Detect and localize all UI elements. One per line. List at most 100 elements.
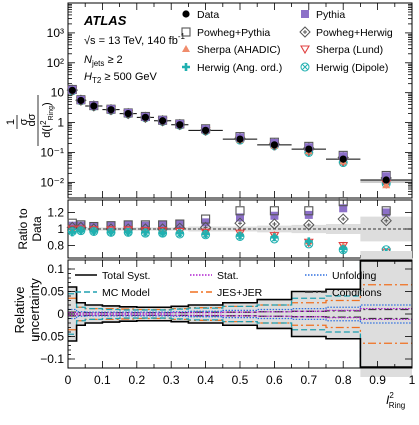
legend-label: Sherpa (AHADIC) bbox=[197, 44, 280, 56]
ratio-point-herwig-dipole- bbox=[158, 228, 168, 238]
ratio-point-powheg-pythia bbox=[201, 214, 211, 224]
syst-line-unfolding bbox=[68, 304, 412, 313]
legend-marker-x bbox=[301, 63, 309, 71]
point-data bbox=[176, 121, 184, 129]
ratio-point-powheg-herwig bbox=[303, 219, 315, 231]
x-tick-label: 0 bbox=[65, 373, 72, 387]
ratio-point-herwig-dipole--x bbox=[107, 228, 115, 236]
point-data bbox=[305, 145, 313, 153]
unc-y-tick-label: 0.05 bbox=[41, 285, 65, 299]
legend-marker bbox=[181, 27, 191, 37]
ratio-point-powheg-herwig bbox=[380, 215, 392, 227]
point-pythia bbox=[382, 172, 391, 181]
unc-y-tick-label: 0 bbox=[57, 307, 64, 321]
legend-label: Powheg+Pythia bbox=[197, 27, 270, 39]
ylabel-frac-den: σ bbox=[18, 118, 30, 125]
ratio-point-herwig-dipole- bbox=[140, 228, 150, 238]
ratio-point-herwig-ang-ord- bbox=[175, 229, 184, 238]
unc-ylabel-line2: uncertainty bbox=[27, 278, 42, 342]
legend-marker bbox=[300, 45, 310, 55]
ylabel-frac-num: 1 bbox=[5, 119, 17, 125]
ratio-point-herwig-dipole- bbox=[338, 245, 348, 255]
ratio-point-herwig-dipole--x bbox=[305, 240, 313, 248]
ratio-panel: 0.8 1 1.2 Ratio to Data bbox=[16, 197, 413, 259]
ratio-point-sherpa-lund- bbox=[235, 229, 245, 239]
ratio-point-pythia bbox=[270, 211, 279, 220]
unc-legend-label: Unfolding bbox=[332, 270, 377, 282]
legend-label: Sherpa (Lund) bbox=[316, 44, 383, 56]
total-uncertainty-band bbox=[68, 251, 412, 377]
x-tick-label: 1 bbox=[409, 373, 416, 387]
experiment-label: ATLAS bbox=[83, 13, 127, 28]
unc-legend-label: Conditions bbox=[332, 287, 382, 299]
ratio-point-pythia bbox=[382, 208, 391, 217]
syst-line-mc-model bbox=[68, 260, 412, 311]
ratio-point-herwig-dipole--x bbox=[176, 230, 184, 238]
syst-line-stat- bbox=[68, 307, 412, 314]
ratio-point-herwig-dipole--x bbox=[90, 228, 98, 235]
ratio-point-powheg-pythia bbox=[381, 206, 391, 216]
ratio-y-tick-label: 1 bbox=[57, 222, 64, 236]
point-data bbox=[107, 106, 115, 114]
ratio-point-herwig-ang-ord- bbox=[236, 231, 244, 240]
point-sherpa-ahadic- bbox=[382, 181, 391, 189]
ratio-point-herwig-dipole--x bbox=[142, 229, 149, 237]
x-axis-label: I2 Ring bbox=[386, 391, 405, 410]
legend-marker bbox=[299, 26, 311, 38]
ht-label: HT2 ≥ 500 GeV bbox=[84, 71, 158, 85]
uncertainty-panel: −0.1 −0.05 0 0.05 0.1 0 0.1 0.2 0.3 0.4 0.5 0.6 0.7 0… bbox=[12, 251, 416, 410]
legend-label: Herwig (Ang. ord.) bbox=[197, 62, 282, 74]
ratio-point-pythia bbox=[236, 213, 244, 222]
ratio-point-herwig-dipole- bbox=[106, 227, 116, 237]
ratio-point-herwig-dipole--x bbox=[236, 233, 244, 240]
ratio-point-herwig-dipole--x bbox=[202, 231, 209, 239]
x-tick-label: 0.9 bbox=[369, 373, 386, 387]
ratio-point-powheg-pythia bbox=[338, 197, 348, 207]
ratio-point-herwig-dipole- bbox=[67, 226, 77, 236]
unc-y-tick-label: −0.05 bbox=[34, 330, 65, 344]
ylabel-d-num: dσ bbox=[26, 113, 38, 126]
x-tick-label: 0.6 bbox=[266, 373, 283, 387]
syst-line-unfolding bbox=[68, 315, 412, 324]
ratio-point-herwig-dipole- bbox=[89, 226, 99, 236]
ratio-point-herwig-dipole- bbox=[269, 234, 279, 244]
legend-label: Pythia bbox=[316, 9, 345, 21]
legend-marker bbox=[300, 62, 310, 72]
ratio-point-powheg-herwig bbox=[268, 218, 281, 230]
point-data bbox=[141, 113, 149, 121]
legend-label: Herwig (Dipole) bbox=[316, 62, 388, 74]
unc-legend-label: MC Model bbox=[102, 287, 150, 299]
legend-label: Powheg+Herwig bbox=[316, 27, 393, 39]
ratio-y-tick-label: 1.2 bbox=[47, 205, 64, 219]
ratio-point-herwig-dipole- bbox=[201, 230, 211, 240]
x-tick-label: 0.1 bbox=[94, 373, 111, 387]
ratio-point-herwig-dipole--x bbox=[271, 235, 278, 243]
legend-marker bbox=[182, 10, 190, 18]
unc-ylabel-line1: Relative bbox=[12, 287, 27, 334]
y-tick-label: 10⁻¹ bbox=[40, 145, 64, 159]
legend-marker bbox=[182, 45, 190, 52]
ratio-point-pythia bbox=[107, 221, 115, 230]
y-tick-label: 10² bbox=[47, 56, 64, 70]
ratio-point-herwig-ang-ord- bbox=[141, 228, 150, 237]
ratio-point-pythia bbox=[175, 220, 184, 229]
ratio-point-powheg-herwig bbox=[234, 217, 246, 229]
point-data bbox=[236, 135, 244, 143]
ratio-point-pythia bbox=[339, 204, 348, 213]
unc-y-tick-label: −0.1 bbox=[40, 352, 64, 366]
x-tick-label: 0.5 bbox=[232, 373, 249, 387]
ratio-point-powheg-pythia bbox=[235, 206, 245, 216]
point-data bbox=[90, 102, 98, 110]
ratio-point-powheg-herwig bbox=[337, 213, 349, 225]
point-data bbox=[68, 86, 76, 94]
point-data bbox=[270, 141, 278, 149]
syst-line-total-syst- bbox=[68, 319, 412, 368]
ratio-point-pythia bbox=[158, 220, 167, 229]
ratio-point-herwig-dipole--x bbox=[77, 227, 85, 235]
point-data bbox=[382, 176, 390, 184]
ratio-point-herwig-ang-ord- bbox=[68, 228, 77, 237]
syst-line-total-syst- bbox=[68, 260, 412, 309]
ratio-point-herwig-dipole- bbox=[76, 226, 86, 236]
unc-y-tick-label: 0.1 bbox=[47, 262, 64, 276]
point-data bbox=[124, 109, 132, 118]
